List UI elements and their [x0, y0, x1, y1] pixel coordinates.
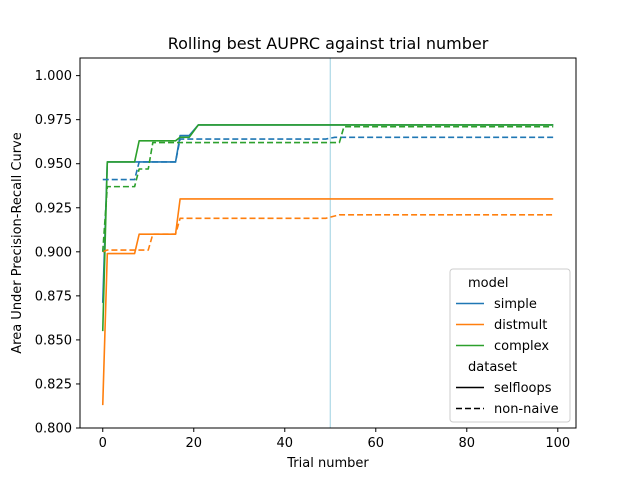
x-tick-label: 60: [368, 436, 385, 451]
legend-style-title: dataset: [468, 360, 517, 375]
series-line-complex-selfloops: [101, 124, 554, 332]
series-line-distmult-non-naive: [102, 214, 554, 253]
y-axis-label: Area Under Precision-Recall Curve: [10, 132, 25, 354]
y-tick-label: 0.875: [35, 289, 72, 304]
x-tick-label: 100: [545, 436, 570, 451]
legend: model simple distmult complex dataset selfloo…: [449, 268, 571, 423]
y-axis-ticks: 0.800 0.825 0.850 0.875 0.900 0.925 0.950 0.975…: [35, 69, 80, 437]
legend-label-simple: simple: [494, 297, 537, 312]
x-tick-label: 80: [459, 436, 476, 451]
x-tick-label: 20: [185, 436, 202, 451]
x-axis-label: Trial number: [286, 456, 369, 471]
plot-marks: [101, 58, 554, 428]
y-tick-label: 0.900: [35, 245, 72, 260]
y-tick-label: 1.000: [35, 69, 72, 84]
chart-title: Rolling best AUPRC against trial number: [168, 34, 489, 53]
series-line-simple-non-naive: [102, 136, 554, 181]
y-tick-label: 0.950: [35, 157, 72, 172]
y-tick-label: 0.800: [35, 422, 72, 437]
x-tick-label: 0: [99, 436, 107, 451]
y-tick-label: 0.975: [35, 113, 72, 128]
legend-label-distmult: distmult: [494, 318, 547, 333]
y-tick-label: 0.925: [35, 201, 72, 216]
legend-label-complex: complex: [494, 339, 549, 354]
x-axis-ticks: 0 20 40 60 80 100: [99, 428, 570, 451]
legend-hue-title: model: [468, 276, 508, 291]
y-tick-label: 0.850: [35, 333, 72, 348]
y-tick-label: 0.825: [35, 377, 72, 392]
series-line-distmult-selfloops: [101, 198, 554, 406]
legend-box: [449, 268, 571, 423]
series-line-complex-non-naive: [101, 125, 554, 252]
plot-frame: [79, 57, 577, 429]
legend-label-non-naive: non-naive: [494, 402, 559, 417]
x-tick-label: 40: [276, 436, 293, 451]
legend-label-selfloops: selfloops: [494, 381, 552, 396]
